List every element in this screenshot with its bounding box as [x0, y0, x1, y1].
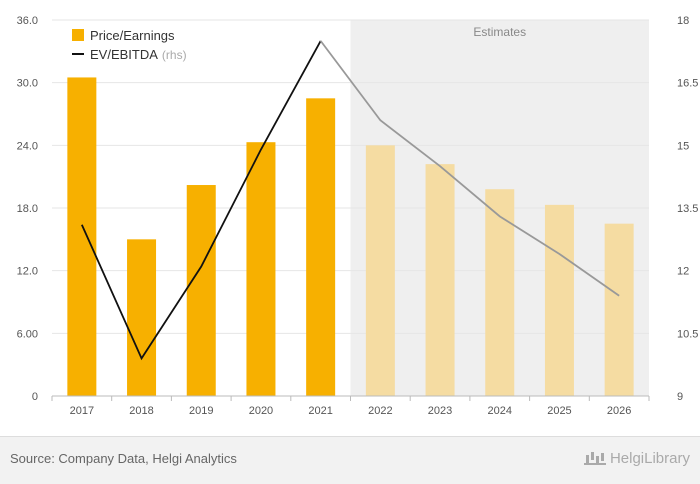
y-right-tick-label: 16.5	[677, 78, 698, 90]
x-tick-label: 2021	[308, 405, 332, 417]
x-tick-label: 2019	[189, 405, 213, 417]
bar-price-earnings	[544, 204, 574, 396]
y-left-tick-label: 30.0	[17, 78, 38, 90]
chart-bars-icon	[583, 449, 606, 465]
y-right-tick-label: 12	[677, 266, 689, 278]
y-left-tick-label: 6.00	[17, 328, 38, 340]
y-axis-right: 9 10.5 12 13.5 15 16.5 18	[677, 15, 698, 403]
bar-price-earnings	[67, 77, 97, 396]
bar-price-earnings	[425, 164, 455, 396]
bar-price-earnings	[246, 142, 276, 396]
legend-label-price-earnings: Price/Earnings	[90, 28, 175, 43]
x-tick-label: 2023	[428, 405, 452, 417]
y-left-tick-label: 24.0	[17, 140, 38, 152]
x-tick-label: 2018	[129, 405, 153, 417]
bar-price-earnings	[306, 98, 336, 396]
estimates-label: Estimates	[473, 25, 526, 39]
y-left-tick-label: 0	[32, 391, 38, 403]
x-tick-label: 2017	[70, 405, 94, 417]
ev-ebitda-line	[81, 40, 620, 361]
brand-name: HelgiLibrary	[609, 450, 690, 467]
footer: Source: Company Data, Helgi Analytics He…	[0, 436, 700, 484]
y-axis-left: 0 6.00 12.0 18.0 24.0 30.0 36.0	[17, 15, 38, 403]
bar-price-earnings	[365, 145, 395, 396]
bar-price-earnings	[186, 185, 216, 396]
legend-swatch-price-earnings	[72, 29, 84, 41]
y-right-tick-label: 9	[677, 391, 683, 403]
bar-price-earnings	[485, 189, 515, 396]
y-right-tick-label: 13.5	[677, 203, 698, 215]
legend-label-ev-ebitda: EV/EBITDA (rhs)	[90, 47, 187, 62]
x-axis: 2017 2018 2019 2020 2021 2022 2023 2024 2025 2026	[51, 395, 650, 417]
x-tick-label: 2022	[368, 405, 392, 417]
bar-price-earnings	[604, 223, 634, 396]
x-tick-label: 2026	[607, 405, 631, 417]
x-tick-label: 2020	[249, 405, 273, 417]
bar-price-earnings	[127, 239, 157, 396]
y-right-tick-label: 15	[677, 140, 689, 152]
y-right-tick-label: 10.5	[677, 328, 698, 340]
bars	[67, 77, 634, 396]
source-text: Source: Company Data, Helgi Analytics	[10, 451, 237, 466]
legend-ev-ebitda-name: EV/EBITDA	[90, 47, 158, 62]
legend: Price/Earnings EV/EBITDA (rhs)	[72, 28, 187, 62]
legend-ev-ebitda-suffix: (rhs)	[162, 48, 187, 62]
line-ev-ebitda-actual	[81, 40, 322, 361]
line-ev-ebitda-estimate	[319, 40, 620, 297]
x-tick-label: 2025	[547, 405, 571, 417]
y-left-tick-label: 18.0	[17, 203, 38, 215]
y-right-tick-label: 18	[677, 15, 689, 27]
y-left-tick-label: 12.0	[17, 266, 38, 278]
y-left-tick-label: 36.0	[17, 15, 38, 27]
x-tick-label: 2024	[488, 405, 512, 417]
brand-logo[interactable]: HelgiLibrary	[583, 449, 690, 467]
